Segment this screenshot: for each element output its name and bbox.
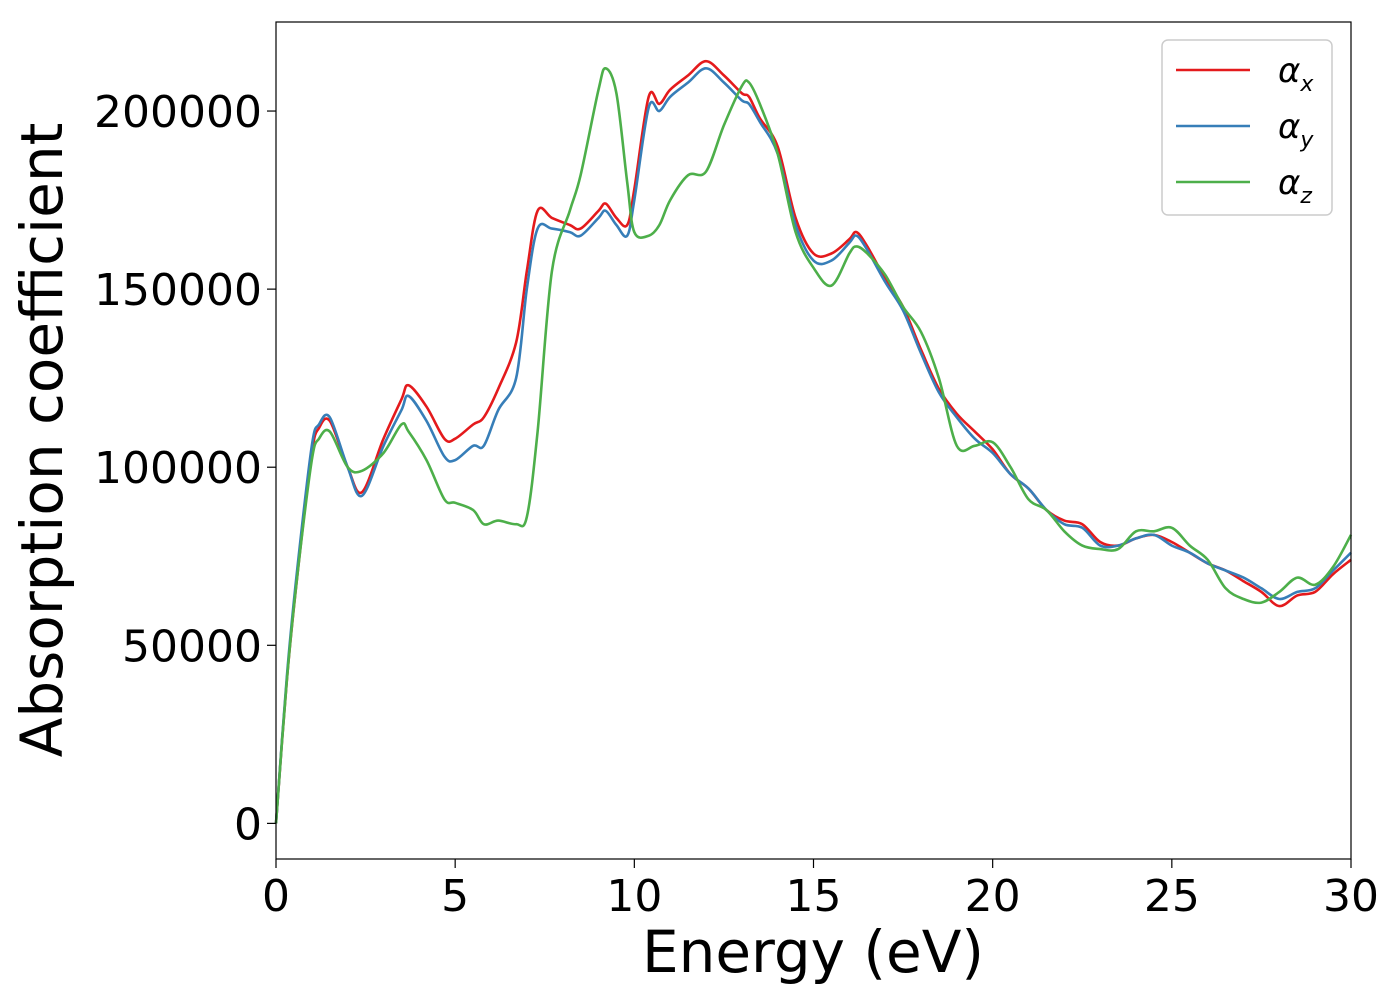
y-tick-label: 0: [234, 799, 262, 850]
legend-label-x: αx: [1278, 51, 1314, 97]
series-line-z: [274, 66, 1353, 824]
y-tick-label: 50000: [122, 621, 262, 672]
x-tick-label: 30: [1323, 871, 1379, 922]
legend-label-z: αz: [1278, 163, 1312, 209]
x-axis-title: Energy (eV): [642, 918, 984, 986]
legend-label-y: αy: [1278, 107, 1314, 153]
x-tick-label: 0: [262, 871, 290, 922]
y-tick-label: 100000: [94, 443, 262, 494]
x-tick-label: 20: [965, 871, 1021, 922]
legend: αx αy αz: [1161, 39, 1333, 216]
y-axis-title: Absorption coefficient: [8, 123, 76, 758]
x-tick-label: 5: [441, 871, 469, 922]
x-tick-label: 15: [786, 871, 842, 922]
y-tick-label: 200000: [94, 87, 262, 138]
x-axis: 0 5 10 15 20 25 30: [262, 859, 1379, 922]
plot-area: [274, 59, 1353, 824]
y-tick-label: 150000: [94, 265, 262, 316]
x-tick-label: 10: [606, 871, 662, 922]
legend-box: [1161, 39, 1333, 216]
series-line-y: [274, 67, 1352, 824]
y-axis: 0 50000 100000 150000 200000: [94, 87, 276, 850]
x-tick-label: 25: [1144, 871, 1200, 922]
